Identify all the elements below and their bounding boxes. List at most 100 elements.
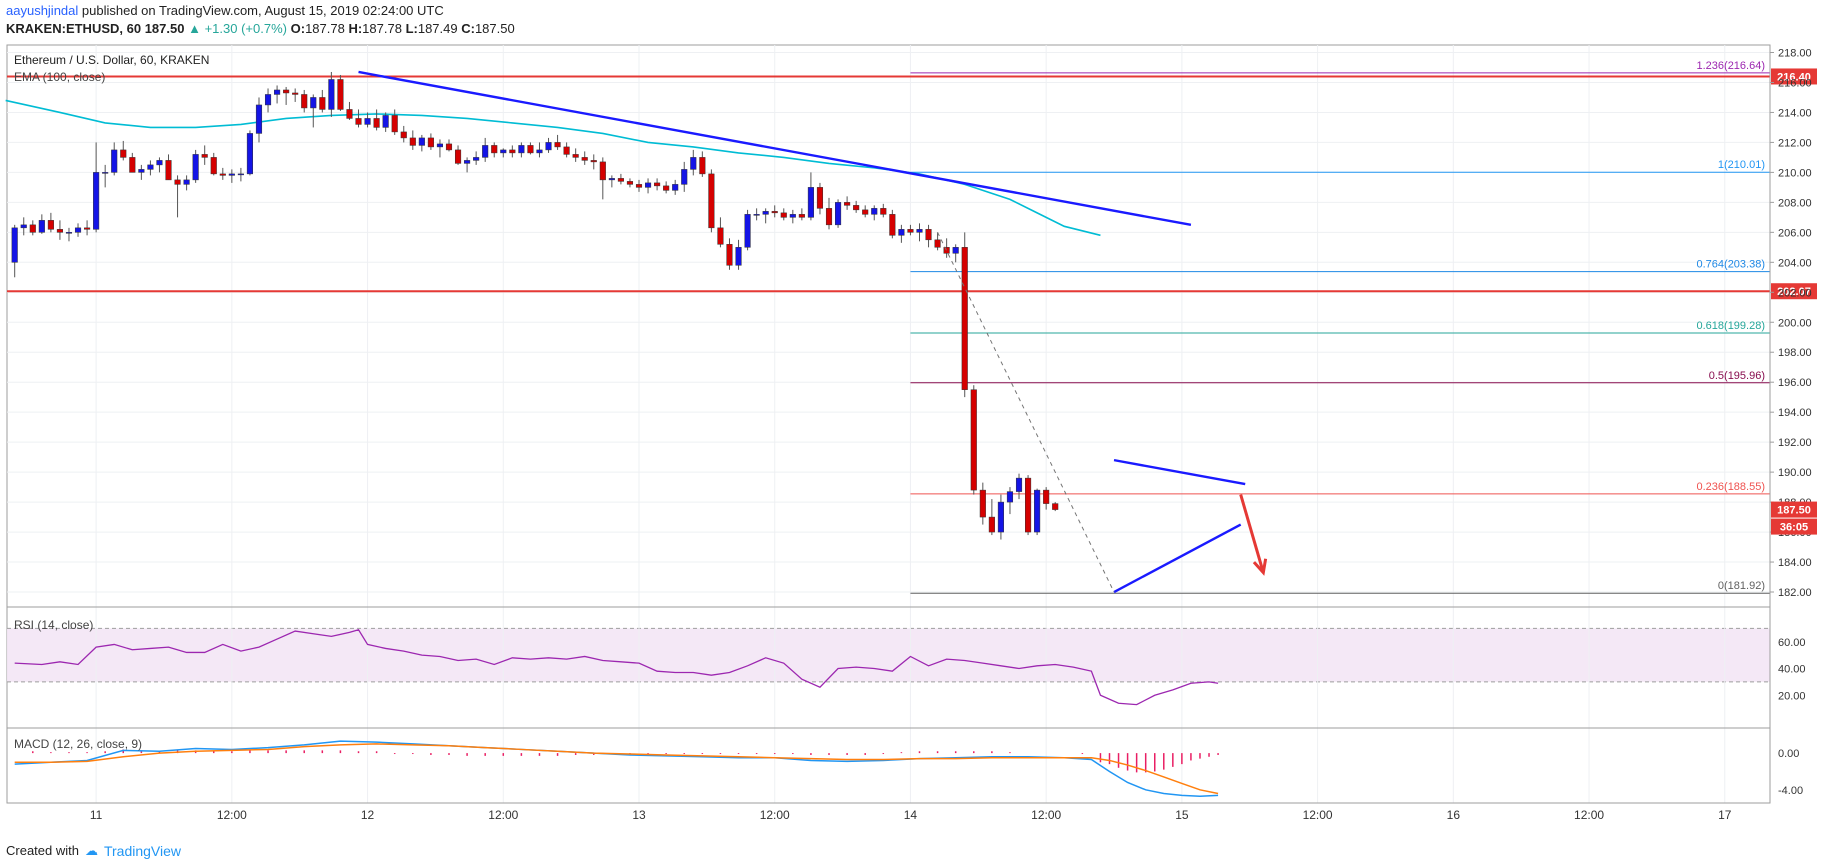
candle-body — [473, 157, 480, 161]
candle-body — [11, 227, 18, 263]
candle-body — [753, 214, 760, 216]
candle-body — [744, 214, 751, 248]
candle-body — [608, 178, 615, 181]
time-tick-label: 11 — [90, 808, 103, 822]
sr-price-label: 202.07 — [1777, 286, 1811, 298]
price-change: +1.30 (+0.7%) — [204, 21, 287, 36]
candle-body — [138, 169, 145, 173]
sr-price-tag — [1771, 283, 1817, 300]
candle-body — [599, 161, 606, 181]
fib-level-label: 0(181.92) — [1718, 580, 1765, 592]
candle-body — [346, 109, 353, 119]
time-tick-label: 13 — [632, 808, 646, 822]
price-tick-label: 184.00 — [1778, 557, 1812, 569]
candle-body — [726, 244, 733, 266]
candle-body — [663, 185, 670, 191]
candle-body — [617, 178, 624, 182]
created-with-text: Created with — [6, 843, 79, 858]
fibonacci-levels: 1.236(216.64) 1(210.01) 0.764(203.38) 0.618… — [910, 60, 1770, 594]
candle-body — [1043, 489, 1050, 504]
candle-body — [382, 115, 389, 128]
candle-body — [400, 131, 407, 139]
candle-body — [165, 160, 172, 181]
down-arrow-icon — [1252, 558, 1268, 576]
price-tick-label: 190.00 — [1778, 467, 1812, 479]
price-tick-label: 194.00 — [1778, 407, 1812, 419]
candle-body — [889, 214, 896, 236]
trendlines — [358, 70, 1268, 594]
author-link[interactable]: aayushjindal — [6, 3, 79, 18]
published-text: published on TradingView.com, August 15,… — [81, 3, 444, 18]
trendline — [1113, 458, 1246, 486]
candle-body — [572, 154, 579, 158]
candle-body — [862, 209, 869, 215]
trendline — [358, 70, 1192, 227]
time-tick-label: 12:00 — [1031, 808, 1061, 822]
trendline — [1113, 523, 1242, 594]
time-tick-label: 12:00 — [1303, 808, 1333, 822]
up-arrow-icon: ▲ — [188, 21, 201, 36]
open-label: O: — [290, 21, 306, 36]
current-price-tag — [1771, 501, 1817, 518]
tradingview-logo-icon: ☁ — [84, 843, 98, 858]
candle-body — [301, 94, 308, 109]
candle-body — [111, 149, 118, 173]
candle-body — [835, 202, 842, 226]
last-price: 187.50 — [144, 21, 185, 36]
ema-legend: EMA (100, close) — [14, 70, 105, 84]
low-value: 187.49 — [417, 21, 458, 36]
candle-body — [581, 157, 588, 161]
candle-body — [970, 389, 977, 491]
candle-body — [427, 137, 434, 148]
candle-body — [20, 224, 27, 229]
candle-body — [183, 179, 190, 185]
macd-lines — [14, 740, 1219, 797]
forecast-arrow-shaft — [1239, 494, 1265, 573]
price-tick-label: 210.00 — [1778, 167, 1812, 179]
candle-body — [527, 145, 534, 154]
rsi-line — [14, 628, 1219, 706]
candle-body — [509, 149, 516, 154]
rsi-band-fill — [7, 628, 1770, 682]
candle-body — [672, 184, 679, 191]
candle-body — [1025, 477, 1032, 533]
candle-body — [1006, 491, 1014, 503]
candle-body — [56, 229, 63, 233]
candle-body — [491, 145, 498, 154]
candle-body — [274, 89, 281, 95]
candle-body — [283, 89, 290, 94]
candle-body — [65, 232, 73, 234]
candle-body — [364, 118, 371, 125]
candle-body — [735, 247, 742, 266]
footer: Created with ☁ TradingView — [6, 842, 181, 860]
rsi-tick-label: 40.00 — [1778, 664, 1806, 676]
candle-body — [219, 173, 226, 176]
high-value: 187.78 — [362, 21, 402, 36]
candle-body — [844, 202, 851, 206]
symbol-label: KRAKEN:ETHUSD, 60 — [6, 21, 142, 36]
candle-body — [310, 97, 317, 109]
candle-body — [418, 137, 425, 146]
candle-body — [120, 149, 127, 158]
candle-body — [699, 157, 706, 175]
rsi-band — [7, 627, 1770, 683]
time-tick-label: 16 — [1447, 808, 1461, 822]
price-tick-label: 196.00 — [1778, 377, 1812, 389]
candle-body — [780, 212, 787, 218]
candle-body — [102, 172, 109, 174]
price-tick-label: 212.00 — [1778, 137, 1812, 149]
candle-body — [798, 214, 805, 218]
candle-body — [907, 229, 914, 233]
candle-body — [129, 157, 136, 173]
chart-header: aayushjindal published on TradingView.co… — [6, 2, 515, 38]
macd-signal-line — [14, 743, 1219, 795]
candle-body — [825, 208, 833, 226]
horizontal-lines: 216.40 202.07 — [7, 68, 1817, 300]
current-price-label: 187.50 — [1777, 505, 1811, 517]
candle-body — [319, 97, 326, 110]
fib-level-label: 0.764(203.38) — [1697, 259, 1766, 271]
candles — [11, 71, 1059, 540]
tradingview-link[interactable]: TradingView — [103, 843, 182, 859]
candle-body — [789, 214, 796, 218]
